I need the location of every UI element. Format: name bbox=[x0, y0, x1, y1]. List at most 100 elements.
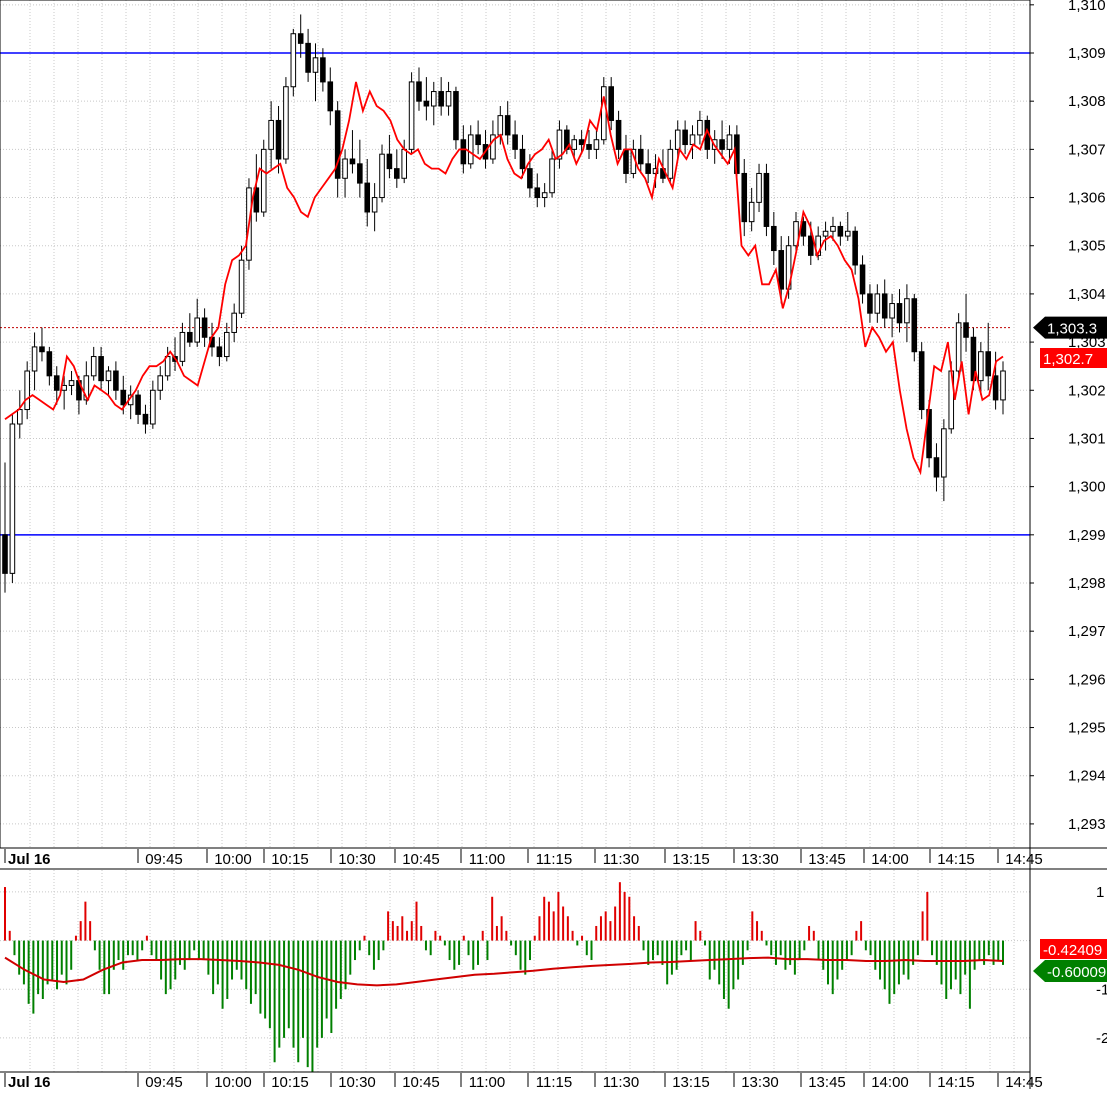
candle-body bbox=[379, 153, 385, 199]
candle-body bbox=[763, 172, 770, 227]
price-x-tick-label: Jul 16 bbox=[8, 851, 51, 868]
price-y-tick-label: 1,296 bbox=[1068, 671, 1106, 688]
candle-body bbox=[283, 86, 289, 160]
oscillator-y-tick-label: -2 bbox=[1096, 1030, 1107, 1047]
candle-body bbox=[357, 163, 363, 184]
price-y-tick-label: 1,310 bbox=[1068, 0, 1106, 14]
candle-body bbox=[527, 168, 533, 189]
candle-body bbox=[808, 235, 814, 256]
price-x-tick-label: 11:00 bbox=[469, 851, 505, 868]
candle-body bbox=[874, 293, 881, 314]
candle-body bbox=[423, 100, 430, 107]
price-y-tick-label: 1,297 bbox=[1068, 623, 1106, 640]
price-y-tick-label: 1,305 bbox=[1068, 238, 1106, 255]
candle-body bbox=[401, 148, 407, 179]
price-y-tick-label: 1,301 bbox=[1068, 430, 1106, 447]
candle-body bbox=[223, 331, 230, 358]
candle-body bbox=[992, 375, 999, 401]
candle-body bbox=[601, 86, 607, 141]
oscillator-x-axis: Jul 16 09:45 10:00 10:15 10:30 10:45 11:00 11:1… bbox=[4, 1073, 1043, 1091]
histogram-value-badge-label: -0.42409 bbox=[1043, 942, 1102, 959]
candle-body bbox=[859, 264, 866, 295]
candle-body bbox=[941, 428, 947, 478]
oscillator-y-tick-label: -1 bbox=[1096, 981, 1107, 998]
candle-body bbox=[120, 389, 127, 406]
candle-body bbox=[342, 158, 348, 179]
candle-body bbox=[541, 192, 548, 199]
candle-body bbox=[187, 331, 193, 343]
candle-body bbox=[830, 225, 836, 232]
candle-body bbox=[571, 139, 578, 150]
price-y-tick-label: 1,299 bbox=[1068, 527, 1106, 544]
candle-body bbox=[697, 119, 703, 136]
candle-body bbox=[904, 298, 910, 324]
price-y-tick-label: 1,307 bbox=[1068, 141, 1106, 158]
candle-body bbox=[667, 148, 674, 179]
candle-body bbox=[918, 351, 925, 411]
candle-body bbox=[2, 534, 8, 574]
price-y-axis: 1,310 1,309 1,308 1,307 1,306 1,305 1,304 1,303… bbox=[1030, 0, 1106, 833]
candle-body bbox=[68, 380, 75, 386]
candle-body bbox=[497, 115, 504, 136]
candle-body bbox=[349, 158, 356, 165]
price-x-tick-label: 10:00 bbox=[214, 851, 252, 868]
signal-line-path bbox=[4, 956, 1004, 987]
candle-body bbox=[157, 375, 164, 391]
candle-body bbox=[741, 172, 748, 223]
candle-body bbox=[771, 225, 777, 252]
candle-body bbox=[748, 201, 755, 223]
candle-body bbox=[867, 293, 873, 314]
candle-body bbox=[416, 81, 422, 102]
candle-body bbox=[978, 351, 984, 382]
red-line-series bbox=[4, 81, 1004, 476]
candle-body bbox=[889, 303, 895, 319]
price-y-tick-label: 1,306 bbox=[1068, 190, 1106, 207]
candle-body bbox=[674, 129, 681, 150]
candle-body bbox=[39, 346, 45, 353]
candle-body bbox=[179, 331, 186, 362]
histogram-value-badge-bg bbox=[1040, 939, 1107, 959]
candle-body bbox=[586, 144, 592, 150]
candle-body bbox=[394, 168, 400, 179]
oscillator-x-tick-label: 14:15 bbox=[937, 1074, 975, 1089]
price-x-tick-label: 13:30 bbox=[741, 851, 779, 868]
price-y-tick-label: 1,294 bbox=[1068, 768, 1106, 785]
candle-body bbox=[608, 86, 614, 121]
candle-body bbox=[90, 356, 97, 377]
candle-body bbox=[31, 346, 38, 372]
candle-body bbox=[142, 413, 149, 425]
candle-body bbox=[467, 134, 474, 165]
candle-body bbox=[512, 134, 518, 150]
price-grid bbox=[0, 0, 1030, 848]
oscillator-histogram bbox=[4, 882, 1004, 1072]
signal-value-badge-bg bbox=[1033, 960, 1107, 982]
candle-body bbox=[985, 351, 992, 377]
oscillator-x-tick-label: 10:30 bbox=[338, 1074, 376, 1089]
candle-body bbox=[911, 298, 918, 353]
price-x-tick-label: 10:45 bbox=[402, 851, 440, 868]
line-value-badge-bg bbox=[1040, 348, 1107, 368]
oscillator-x-tick-label: Jul 16 bbox=[8, 1074, 51, 1089]
candle-body bbox=[305, 42, 311, 73]
price-y-tick-label: 1,300 bbox=[1068, 479, 1106, 496]
oscillator-x-tick-label: 13:45 bbox=[808, 1074, 846, 1089]
value-badges: 1,303.3 1,302.7 -0.42409 -0.60009 bbox=[1033, 316, 1107, 982]
last-price-badge-bg bbox=[1033, 316, 1107, 339]
candle-body bbox=[578, 139, 585, 146]
candle-body bbox=[593, 139, 600, 150]
price-y-tick-label: 1,302 bbox=[1068, 382, 1106, 399]
candle-body bbox=[1000, 370, 1006, 401]
candle-body bbox=[53, 375, 60, 391]
oscillator-x-tick-label: 11:30 bbox=[603, 1074, 639, 1089]
candle-body bbox=[135, 394, 141, 415]
candle-body bbox=[260, 148, 267, 213]
candle-body bbox=[201, 317, 208, 338]
candle-body bbox=[83, 375, 90, 401]
oscillator-x-tick-label: 09:45 bbox=[145, 1074, 183, 1089]
candle-body bbox=[113, 370, 119, 391]
candle-body bbox=[453, 91, 459, 141]
candle-body bbox=[327, 81, 334, 112]
candle-body bbox=[615, 119, 622, 150]
candle-body bbox=[150, 389, 156, 425]
price-x-tick-label: 14:45 bbox=[1005, 851, 1043, 868]
